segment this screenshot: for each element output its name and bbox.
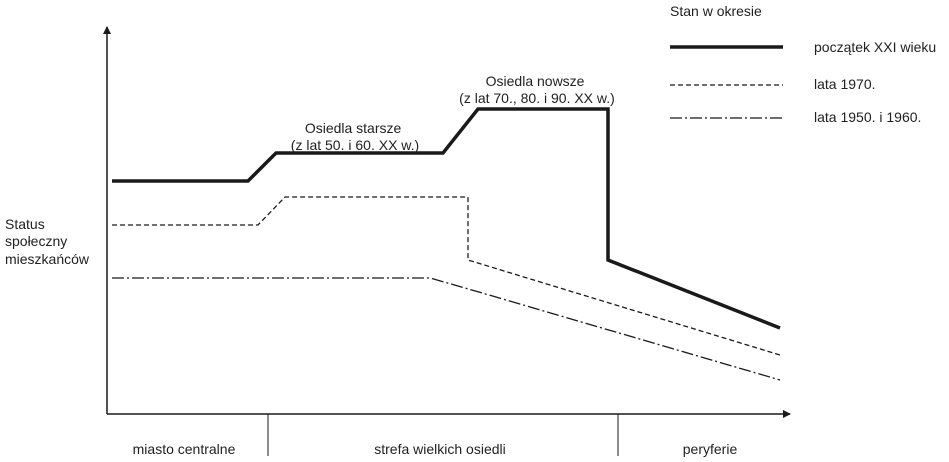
legend-label-1950s-1960s: lata 1950. i 1960. [814, 109, 921, 125]
series-line-early-21st-century [112, 107, 781, 330]
zone-label-large-estates: strefa wielkich osiedli [374, 441, 506, 457]
older-estates-annotation: Osiedla starsze (z lat 50. i 60. XX w.) [291, 120, 419, 153]
legend: Stan w okresie początek XXI wieku lata 1… [670, 3, 936, 125]
legend-label-1970s: lata 1970. [814, 76, 876, 92]
y-axis-label: Status społeczny mieszkańców [5, 216, 90, 267]
legend-label-early-21st-century: początek XXI wieku [814, 39, 936, 55]
zone-label-periphery: peryferie [683, 441, 738, 457]
newer-estates-annotation: Osiedla nowsze (z lat 70., 80. i 90. XX … [459, 73, 615, 106]
zone-label-central-city: miasto centralne [133, 441, 236, 457]
series-line-1950s-1960s [112, 277, 781, 381]
series-line-1970s [112, 196, 781, 356]
legend-title: Stan w okresie [670, 3, 762, 19]
